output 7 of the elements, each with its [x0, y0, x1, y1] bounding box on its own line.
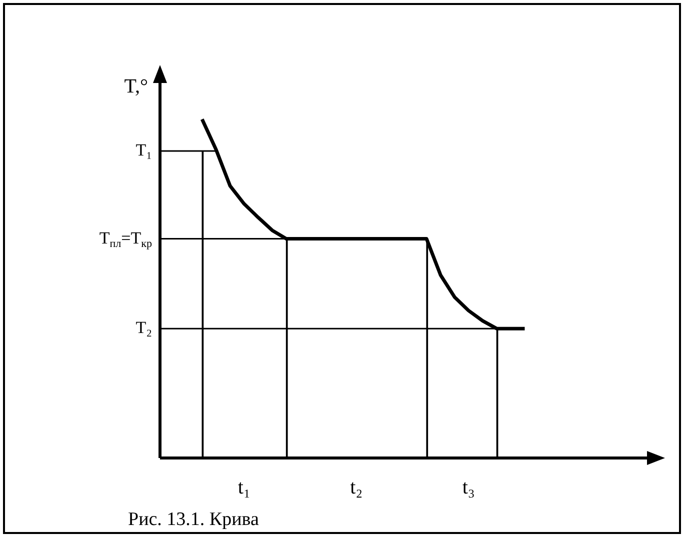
text: Рис. 13.1. Крива [128, 508, 260, 530]
ref-line-label: T₂ [136, 318, 152, 338]
x-tick-label: t₁ [238, 476, 250, 498]
x-tick-label: t₃ [462, 476, 475, 498]
y-axis-title: T,° [124, 75, 148, 98]
ref-line-label: T₁ [136, 140, 152, 160]
x-tick-label: t₂ [350, 476, 363, 498]
